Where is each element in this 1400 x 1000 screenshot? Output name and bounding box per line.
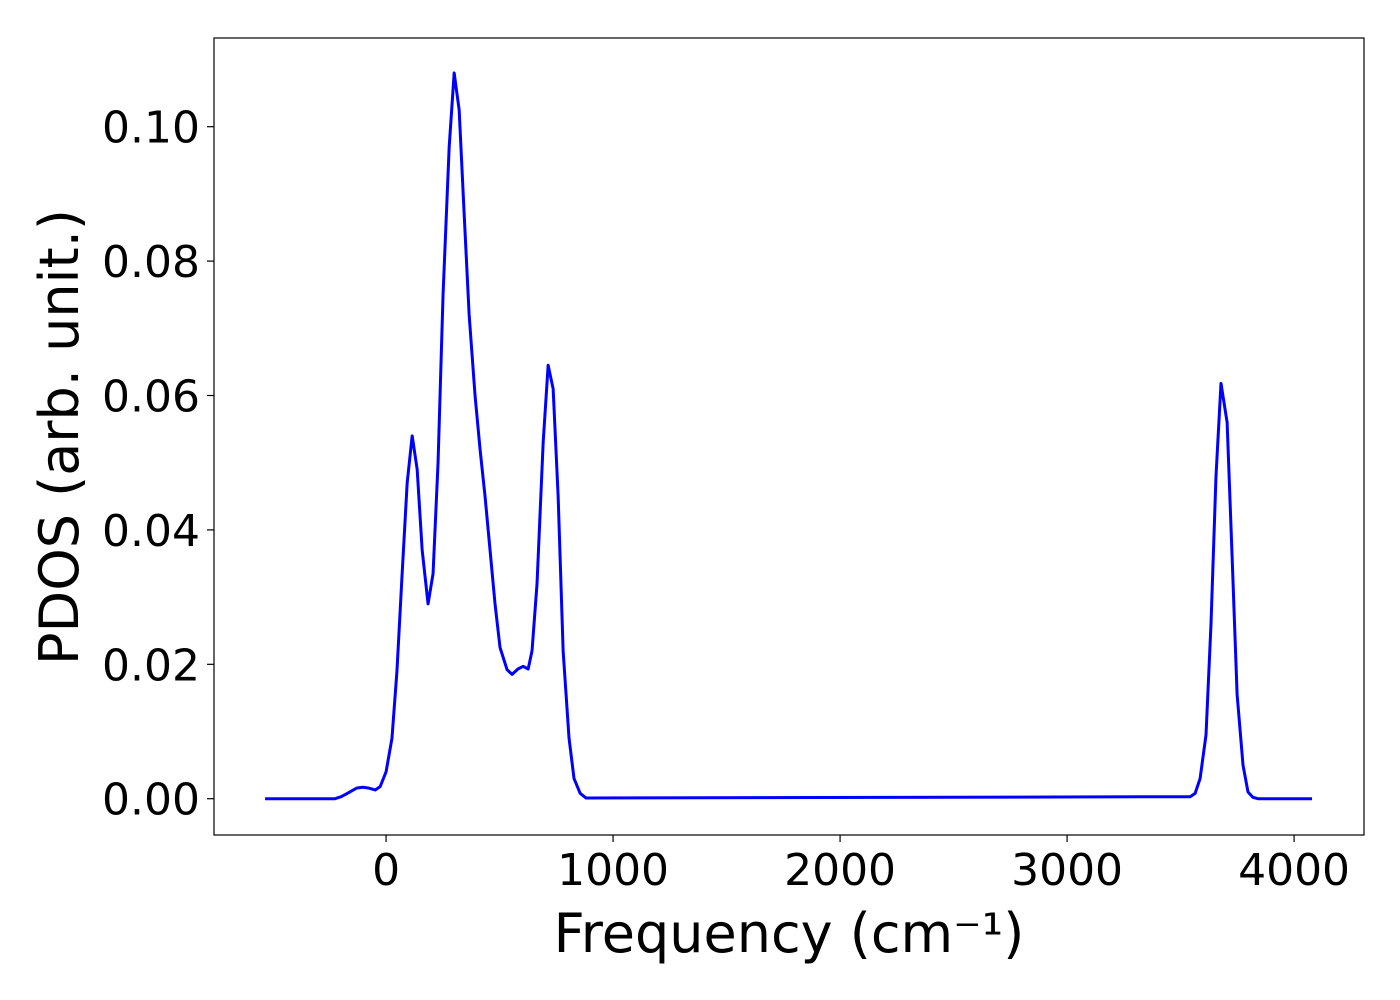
y-tick-label: 0.08 <box>102 237 200 288</box>
y-tick-label: 0.04 <box>102 506 200 557</box>
x-tick-label: 1000 <box>557 845 669 896</box>
y-tick-label: 0.02 <box>102 640 200 691</box>
x-tick-label: 4000 <box>1238 845 1350 896</box>
x-tick-label: 0 <box>372 845 400 896</box>
y-tick-label: 0.10 <box>102 103 200 154</box>
y-axis-label: PDOS (arb. unit.) <box>28 209 91 665</box>
plot-frame <box>213 37 1365 836</box>
y-tick-label: 0.00 <box>102 775 200 826</box>
y-tick-label: 0.06 <box>102 372 200 423</box>
x-axis-label: Frequency (cm⁻¹) <box>554 902 1025 965</box>
x-tick-label: 2000 <box>784 845 896 896</box>
data-line <box>265 71 1313 801</box>
x-tick-label: 3000 <box>1011 845 1123 896</box>
